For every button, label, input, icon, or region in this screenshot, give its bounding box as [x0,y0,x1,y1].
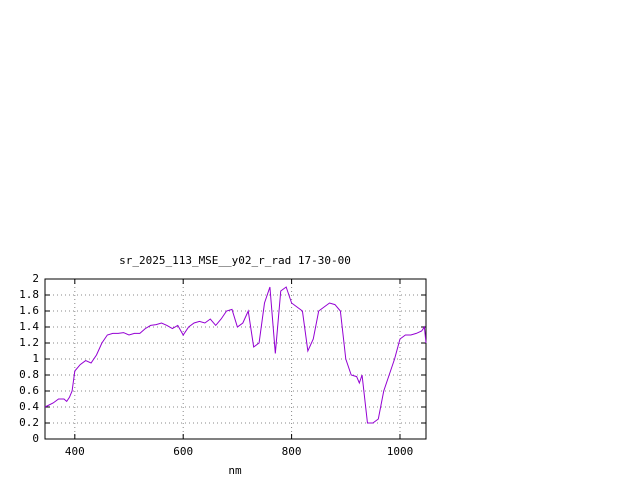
y-tick-label: 1.6 [19,304,39,317]
data-line [44,286,427,424]
y-tick-label: 1.2 [19,336,39,349]
y-tick-label: 0 [32,432,39,445]
chart-title: sr_2025_113_MSE__y02_r_rad 17-30-00 [119,254,351,267]
y-tick-label: 0.8 [19,368,39,381]
y-tick-label: 0.4 [19,400,39,413]
x-tick-label: 800 [282,445,302,458]
y-tick-label: 0.6 [19,384,39,397]
y-tick-label: 2 [32,272,39,285]
x-tick-label: 1000 [387,445,414,458]
x-axis-label: nm [228,464,242,477]
plot-frame [44,278,427,440]
y-tick-label: 1.8 [19,288,39,301]
y-tick-label: 1 [32,352,39,365]
y-tick-label: 0.2 [19,416,39,429]
x-tick-label: 400 [65,445,85,458]
x-tick-label: 600 [173,445,193,458]
y-tick-label: 1.4 [19,320,39,333]
